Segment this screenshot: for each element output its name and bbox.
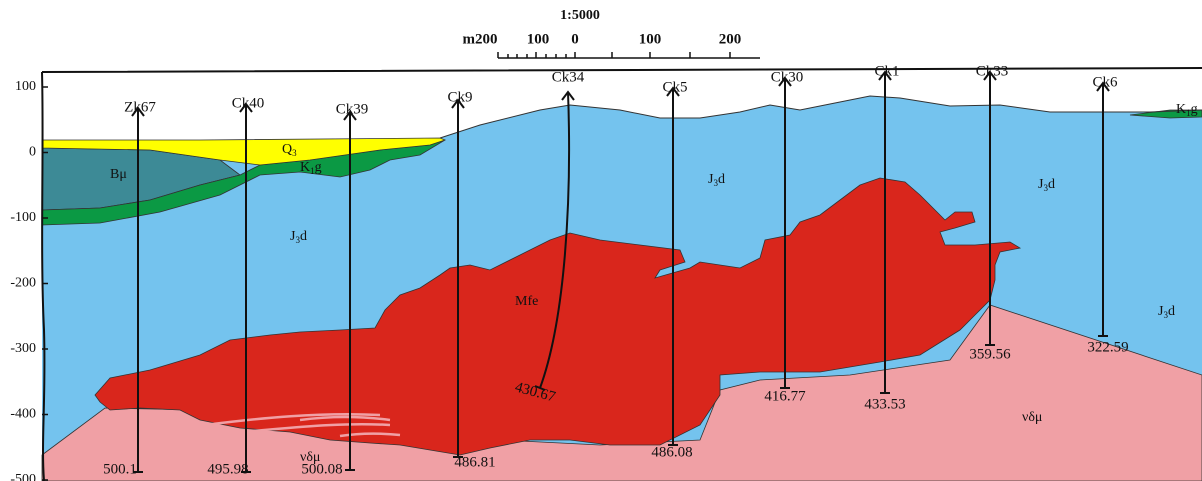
unit-label: K1g xyxy=(1176,102,1198,118)
borehole-name: Ck34 xyxy=(552,69,585,85)
borehole-name: Ck39 xyxy=(336,101,369,117)
scale-label: 200 xyxy=(719,31,742,47)
unit-text: Bμ xyxy=(110,167,127,182)
borehole-name: Ck30 xyxy=(771,69,804,85)
unit-sub: 3 xyxy=(292,148,297,158)
unit-suffix: g xyxy=(1191,102,1198,117)
unit-label: Mfe xyxy=(515,294,538,309)
cross-section: 1:5000 m200 100 0 100 200 100 0 -100 -200 -300 -40… xyxy=(0,0,1202,481)
unit-suffix: d xyxy=(718,172,725,187)
unit-suffix: d xyxy=(1048,177,1055,192)
borehole-name: Ck1 xyxy=(874,63,899,79)
depth-label: -300 xyxy=(10,341,36,356)
borehole-name: Ck5 xyxy=(662,79,687,95)
scale-label: 0 xyxy=(571,31,579,47)
unit-label: νδμ xyxy=(300,450,320,465)
scale-ratio: 1:5000 xyxy=(560,8,600,23)
unit-label: Bμ xyxy=(110,167,127,182)
depth-label: -400 xyxy=(10,407,36,422)
unit-suffix: d xyxy=(1168,304,1175,319)
borehole-depth: 486.81 xyxy=(454,454,495,470)
scale-bar xyxy=(498,52,760,58)
scale-label: 100 xyxy=(639,31,662,47)
borehole-depth: 322.59 xyxy=(1087,339,1128,355)
unit-text: νδμ xyxy=(1022,410,1042,425)
borehole-name: Ck6 xyxy=(1092,74,1118,90)
depth-label: -200 xyxy=(10,276,36,291)
depth-label: 100 xyxy=(15,79,36,94)
depth-label: -100 xyxy=(10,210,36,225)
unit-text: K xyxy=(1176,102,1186,117)
unit-suffix: g xyxy=(315,160,322,175)
depth-label: -500 xyxy=(10,472,36,481)
unit-label: νδμ xyxy=(1022,410,1042,425)
scale-label: 100 xyxy=(527,31,550,47)
unit-text: K xyxy=(300,160,310,175)
depth-label: 0 xyxy=(29,145,36,160)
borehole-name: Ck40 xyxy=(232,95,265,111)
borehole-depth: 359.56 xyxy=(969,346,1011,362)
unit-text: Q xyxy=(282,142,292,157)
unit-text: Mfe xyxy=(515,294,538,309)
borehole-depth: 486.08 xyxy=(651,444,692,460)
unit-suffix: d xyxy=(300,229,307,244)
unit-text: νδμ xyxy=(300,450,320,465)
borehole-depth: 433.53 xyxy=(864,396,905,412)
scale-label: m200 xyxy=(463,31,498,47)
borehole-name: Zk67 xyxy=(124,99,156,115)
borehole-depth: 500.1 xyxy=(103,461,137,477)
borehole-depth: 495.98 xyxy=(207,461,248,477)
borehole-name: Ck33 xyxy=(976,63,1009,79)
borehole-depth: 416.77 xyxy=(764,388,806,404)
borehole-name: Ck9 xyxy=(447,89,472,105)
